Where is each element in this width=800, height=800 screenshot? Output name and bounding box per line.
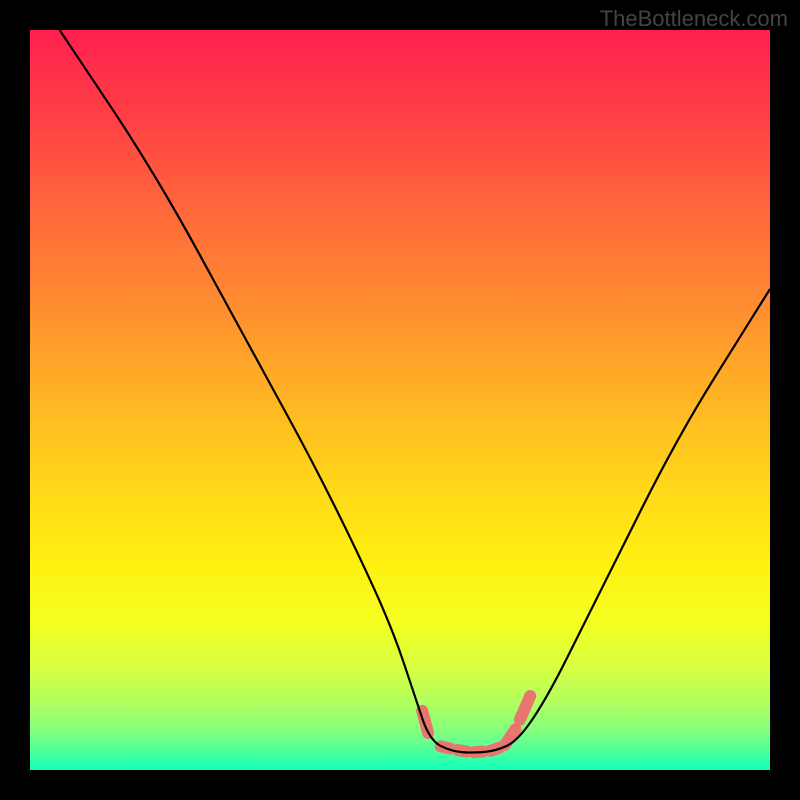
watermark-text: TheBottleneck.com [600,6,788,32]
curve-layer [30,30,770,770]
bottleneck-curve [60,30,770,753]
trough-marker-segment [520,696,530,720]
plot-area [30,30,770,770]
chart-container: TheBottleneck.com [0,0,800,800]
